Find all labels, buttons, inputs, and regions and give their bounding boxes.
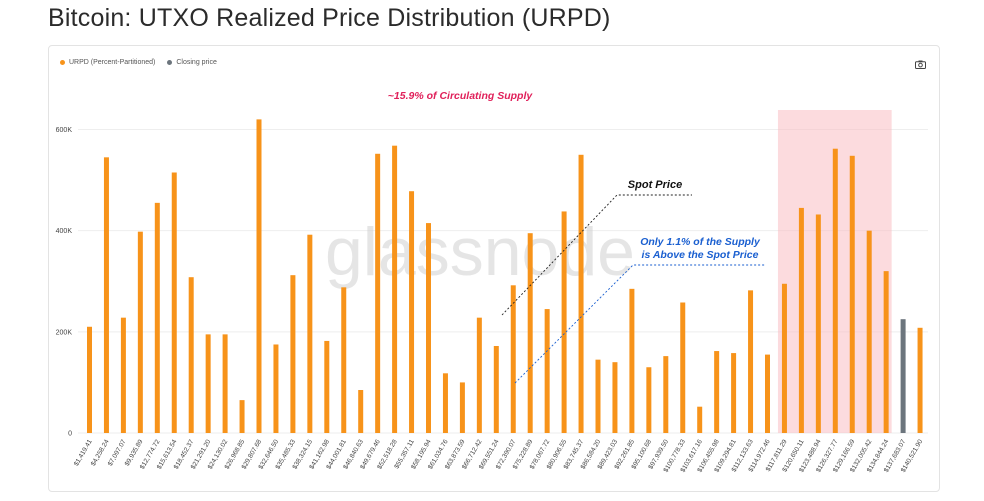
bar[interactable]: [544, 309, 550, 433]
bar[interactable]: [307, 234, 313, 433]
bar[interactable]: [290, 275, 296, 433]
bar[interactable]: [137, 231, 143, 433]
bar[interactable]: [748, 290, 754, 433]
bar[interactable]: [476, 317, 482, 433]
legend-label-closing: Closing price: [176, 59, 217, 66]
y-tick-label: 400K: [56, 228, 73, 235]
bar[interactable]: [849, 155, 855, 433]
bar[interactable]: [459, 382, 465, 433]
bar[interactable]: [510, 285, 516, 433]
legend-item-urpd[interactable]: URPD (Percent-Partitioned): [60, 59, 155, 66]
bars: [87, 119, 923, 434]
bar[interactable]: [578, 154, 584, 433]
closing-price-bar[interactable]: [900, 319, 906, 433]
bar[interactable]: [273, 344, 279, 433]
bar[interactable]: [832, 148, 838, 433]
bar[interactable]: [154, 202, 160, 433]
bar[interactable]: [409, 191, 415, 433]
y-tick-label: 600K: [56, 127, 73, 134]
bar[interactable]: [680, 302, 686, 433]
camera-icon[interactable]: [915, 60, 926, 69]
bar[interactable]: [561, 211, 567, 433]
legend: URPD (Percent-Partitioned) Closing price: [60, 59, 217, 66]
page-title: Bitcoin: UTXO Realized Price Distributio…: [48, 4, 611, 32]
bar[interactable]: [697, 406, 703, 433]
bar[interactable]: [205, 334, 211, 433]
bar[interactable]: [188, 277, 194, 433]
bar[interactable]: [426, 223, 431, 433]
bar[interactable]: [798, 207, 804, 433]
bar[interactable]: [731, 353, 737, 433]
y-tick-label: 200K: [56, 329, 73, 336]
bar[interactable]: [87, 326, 92, 433]
bar[interactable]: [595, 359, 601, 433]
bar[interactable]: [646, 367, 652, 433]
x-axis-ticks: $1,419.41$4,258.24$7,097.07$9,935.89$12,…: [73, 438, 924, 474]
watermark: glassnode: [325, 214, 635, 290]
annotations: ~15.9% of Circulating Supply Spot Price …: [388, 90, 765, 384]
bar[interactable]: [714, 351, 720, 433]
bar[interactable]: [375, 153, 381, 433]
legend-label-urpd: URPD (Percent-Partitioned): [69, 59, 156, 66]
bar[interactable]: [324, 340, 330, 433]
above-spot-label-line1: Only 1.1% of the Supply: [640, 236, 761, 248]
legend-dot-urpd: [60, 60, 65, 65]
bar[interactable]: [256, 119, 262, 433]
bar[interactable]: [120, 317, 126, 433]
bar[interactable]: [917, 327, 923, 433]
bar[interactable]: [222, 334, 228, 433]
bar[interactable]: [171, 172, 177, 433]
circulating-supply-label: ~15.9% of Circulating Supply: [388, 90, 534, 102]
bar[interactable]: [883, 271, 889, 433]
y-axis-ticks: 0 200K 400K 600K: [56, 127, 73, 438]
bar[interactable]: [663, 356, 669, 433]
bar[interactable]: [765, 354, 770, 433]
spot-price-label: Spot Price: [628, 179, 682, 191]
bar[interactable]: [527, 233, 533, 433]
bar[interactable]: [612, 362, 618, 433]
legend-item-closing[interactable]: Closing price: [167, 59, 217, 66]
bar[interactable]: [103, 157, 109, 433]
bar[interactable]: [866, 230, 872, 433]
bar[interactable]: [781, 283, 787, 433]
bar[interactable]: [815, 214, 821, 433]
y-tick-label: 0: [68, 431, 72, 438]
above-spot-label-line2: is Above the Spot Price: [642, 249, 759, 261]
bar[interactable]: [392, 145, 398, 434]
spot-price-leader-line: [501, 194, 692, 316]
bar[interactable]: [239, 400, 245, 433]
bar[interactable]: [442, 373, 448, 433]
legend-dot-closing: [167, 60, 173, 65]
bar[interactable]: [629, 288, 635, 433]
bar[interactable]: [358, 390, 364, 433]
bar[interactable]: [341, 287, 347, 433]
bar[interactable]: [493, 345, 499, 433]
